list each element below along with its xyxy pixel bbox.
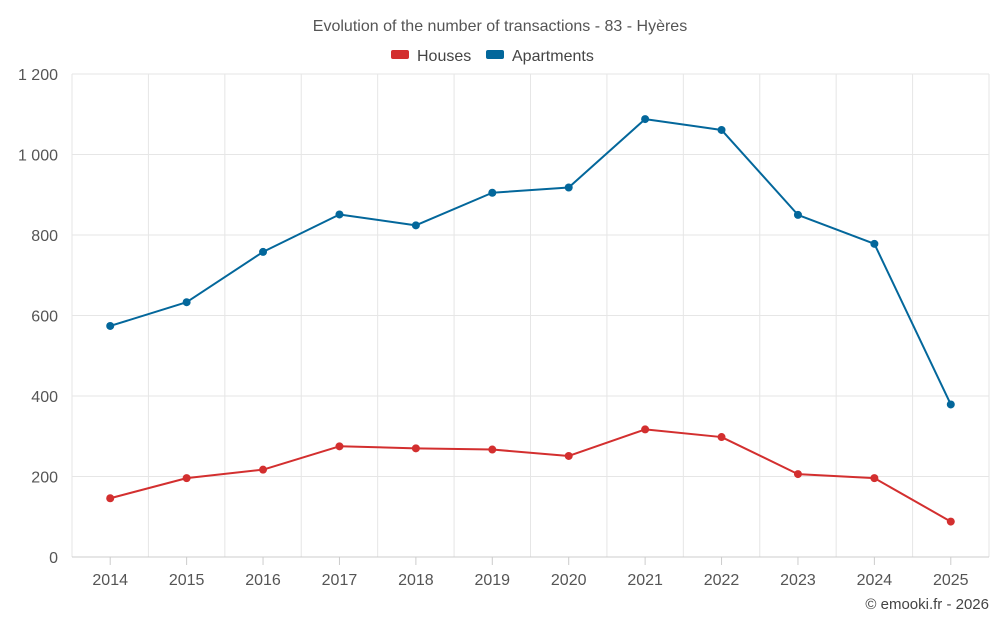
x-tick-label: 2015 <box>169 572 205 589</box>
point-houses-2014[interactable] <box>106 494 115 503</box>
x-tick-label: 2021 <box>627 572 663 589</box>
point-apartments-2014[interactable] <box>106 321 115 330</box>
point-apartments-2020[interactable] <box>564 183 573 192</box>
point-houses-2018[interactable] <box>411 444 420 453</box>
point-houses-2020[interactable] <box>564 451 573 460</box>
point-apartments-2017[interactable] <box>335 210 344 219</box>
x-tick-label: 2016 <box>245 572 281 589</box>
x-tick-label: 2019 <box>474 572 510 589</box>
series-group <box>106 115 955 526</box>
x-tick-label: 2020 <box>551 572 587 589</box>
y-tick-label: 1 200 <box>18 67 58 84</box>
legend-label-houses: Houses <box>417 48 471 65</box>
y-tick-label: 1 000 <box>18 148 58 165</box>
legend-swatch-apartments <box>486 50 504 59</box>
x-tick-label: 2025 <box>933 572 969 589</box>
legend-item-houses[interactable]: Houses <box>391 48 471 65</box>
credit-text: © emooki.fr - 2026 <box>865 596 989 613</box>
point-apartments-2022[interactable] <box>717 125 726 134</box>
axes: 0 200 400 600 800 1 000 1 200 2014 2015 2016 2017 2… <box>18 67 989 589</box>
point-houses-2022[interactable] <box>717 433 726 442</box>
x-tick-label: 2023 <box>780 572 816 589</box>
point-apartments-2023[interactable] <box>793 210 802 219</box>
point-apartments-2024[interactable] <box>870 239 879 248</box>
x-tick-label: 2017 <box>322 572 358 589</box>
series-line-apartments <box>109 118 952 405</box>
chart-title: Evolution of the number of transactions … <box>313 18 687 35</box>
point-houses-2017[interactable] <box>335 442 344 451</box>
legend-label-apartments: Apartments <box>512 48 594 65</box>
point-apartments-2015[interactable] <box>182 298 191 307</box>
point-houses-2024[interactable] <box>870 474 879 483</box>
point-apartments-2016[interactable] <box>259 247 268 256</box>
legend-swatch-houses <box>391 50 409 59</box>
legend-item-apartments[interactable]: Apartments <box>486 48 594 65</box>
y-tick-label: 600 <box>31 309 58 326</box>
y-tick-label: 800 <box>31 228 58 245</box>
point-houses-2021[interactable] <box>641 425 650 434</box>
series-line-houses <box>109 428 952 523</box>
legend: Houses Apartments <box>391 48 594 65</box>
point-houses-2019[interactable] <box>488 445 497 454</box>
x-tick-label: 2018 <box>398 572 434 589</box>
y-tick-label: 400 <box>31 389 58 406</box>
point-apartments-2019[interactable] <box>488 188 497 197</box>
point-houses-2023[interactable] <box>793 470 802 479</box>
point-houses-2025[interactable] <box>946 517 955 526</box>
x-tick-label: 2022 <box>704 572 740 589</box>
x-tick-label: 2024 <box>857 572 893 589</box>
point-houses-2015[interactable] <box>182 474 191 483</box>
y-tick-label: 0 <box>49 550 58 567</box>
point-apartments-2018[interactable] <box>411 221 420 230</box>
gridlines <box>71 73 990 557</box>
x-tick-label: 2014 <box>92 572 128 589</box>
point-houses-2016[interactable] <box>259 465 268 474</box>
y-tick-label: 200 <box>31 470 58 487</box>
point-apartments-2025[interactable] <box>946 400 955 409</box>
point-apartments-2021[interactable] <box>641 115 650 124</box>
